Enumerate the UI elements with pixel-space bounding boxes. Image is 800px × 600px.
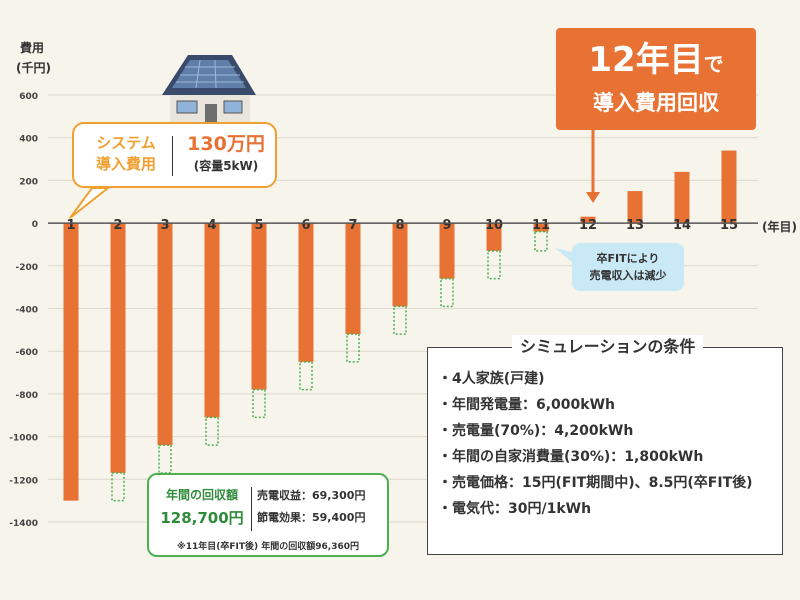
y-tick-label: -800 — [15, 391, 38, 401]
x-tick-label: 1 — [66, 218, 75, 233]
x-tick-label: 5 — [254, 218, 263, 233]
system-amount: 130万円 — [187, 133, 265, 155]
conditions-title: シミュレーションの条件 — [512, 335, 704, 359]
system-cost-box: システム 導入費用 130万円 (容量5kW) — [72, 122, 277, 188]
x-tick-label: 13 — [626, 218, 644, 233]
y-tick-label: -600 — [15, 348, 38, 358]
bar — [627, 191, 643, 224]
annual-recovery-box: 年間の回収額 128,700円 売電収益：69,300円 節電効果：59,400… — [147, 473, 389, 557]
dotted-bar — [440, 277, 454, 308]
dotted-bar — [158, 444, 172, 474]
condition-item: ・売電価格：15円(FIT期間中)、8.5円(卒FIT後) — [438, 475, 753, 491]
bars — [63, 150, 737, 501]
house-icon — [162, 55, 256, 128]
system-label-line2: 導入費用 — [95, 155, 156, 173]
condition-item: ・年間発電量：6,000kWh — [438, 397, 616, 413]
x-tick-label: 6 — [301, 218, 310, 233]
bar — [63, 223, 79, 501]
fit-note-line2: 売電収入は減少 — [589, 269, 667, 282]
fit-note-tail — [555, 248, 572, 262]
dotted-bar — [252, 388, 266, 419]
condition-item: ・売電量(70%)：4,200kWh — [438, 423, 634, 439]
bar — [439, 223, 455, 279]
condition-item: ・電気代：30円/1kWh — [438, 501, 592, 517]
annual-title: 年間の回収額 — [165, 488, 238, 502]
fit-note: 卒FITにより 売電収入は減少 — [572, 243, 684, 291]
dotted-bar — [346, 333, 360, 363]
payback-box: 12年目で 導入費用回収 — [556, 28, 756, 130]
payback-arrow-icon — [586, 130, 600, 203]
x-tick-label: 15 — [720, 218, 738, 233]
x-tick-label: 11 — [532, 218, 550, 233]
condition-item: ・4人家族(戸建) — [438, 371, 545, 387]
payback-year-suffix: で — [703, 52, 724, 76]
x-tick-label: 2 — [113, 218, 122, 233]
bar — [251, 223, 267, 390]
y-tick-label: -1400 — [9, 519, 38, 529]
fit-note-line1: 卒FITにより — [596, 252, 660, 265]
bar — [392, 223, 408, 307]
dotted-bar — [487, 250, 501, 280]
x-tick-label: 7 — [348, 218, 357, 233]
y-tick-label: 200 — [19, 177, 38, 187]
conditions-box: シミュレーションの条件 ・4人家族(戸建) ・年間発電量：6,000kWh ・売… — [427, 335, 783, 555]
x-tick-label: 4 — [207, 218, 216, 233]
y-tick-label: 600 — [19, 92, 38, 102]
bar — [533, 223, 549, 232]
annual-row-saving: 節電効果：59,400円 — [257, 511, 366, 524]
y-axis-label-line2: (千円) — [16, 60, 51, 75]
annual-note: ※11年目(卒FIT後) 年間の回収額96,360円 — [176, 542, 359, 552]
y-tick-label: -400 — [15, 306, 38, 316]
condition-item: ・年間の自家消費量(30%)：1,800kWh — [438, 449, 704, 465]
dotted-bar — [534, 230, 548, 252]
system-callout-tail — [69, 187, 111, 219]
dotted-bar — [299, 361, 313, 391]
x-tick-label: 3 — [160, 218, 169, 233]
bar — [486, 223, 502, 251]
x-axis-labels: 1 2 3 4 5 6 7 8 9 10 11 12 13 14 15 — [66, 218, 738, 233]
payback-text: 導入費用回収 — [593, 91, 719, 115]
bar — [345, 223, 361, 335]
x-tick-label: 12 — [579, 218, 597, 233]
bar — [721, 150, 737, 224]
system-label-line1: システム — [96, 134, 156, 152]
y-tick-label: 400 — [19, 135, 38, 145]
bar — [298, 223, 314, 362]
x-tick-label: 8 — [395, 218, 404, 233]
bar — [157, 223, 173, 446]
x-tick-label: 10 — [485, 218, 503, 233]
y-tick-label: -1000 — [9, 434, 38, 444]
y-axis-ticks: 600 400 200 0 -200 -400 -600 -800 -1000 -1200 -140… — [9, 92, 38, 529]
y-tick-label: -200 — [15, 263, 38, 273]
bar — [580, 216, 596, 224]
y-axis-label-line1: 費用 — [20, 40, 44, 55]
dotted-bar — [111, 472, 125, 502]
payback-year: 12年目 — [588, 40, 704, 80]
bar — [674, 171, 690, 224]
annual-row-sales: 売電収益：69,300円 — [257, 489, 366, 502]
y-tick-label: -1200 — [9, 476, 38, 486]
dotted-bar — [393, 305, 407, 335]
annual-amount: 128,700円 — [160, 509, 244, 527]
dotted-bar — [205, 416, 219, 446]
x-axis-label: (年目) — [762, 219, 797, 234]
dotted-bars — [111, 230, 548, 502]
bar — [110, 223, 126, 473]
system-capacity: (容量5kW) — [193, 159, 259, 173]
bar — [204, 223, 220, 418]
y-tick-label: 0 — [32, 220, 38, 230]
x-tick-label: 14 — [673, 218, 691, 233]
x-tick-label: 9 — [442, 218, 451, 233]
